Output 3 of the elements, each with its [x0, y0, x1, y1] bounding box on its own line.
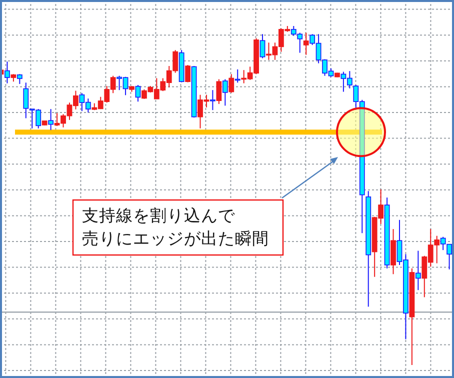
annotation: 支持線を割り込んで 売りにエッジが出た瞬間 [72, 199, 284, 256]
annotation: 支持線を割り込んで [82, 206, 236, 225]
annotation: 売りにエッジが出た瞬間 [82, 229, 269, 248]
